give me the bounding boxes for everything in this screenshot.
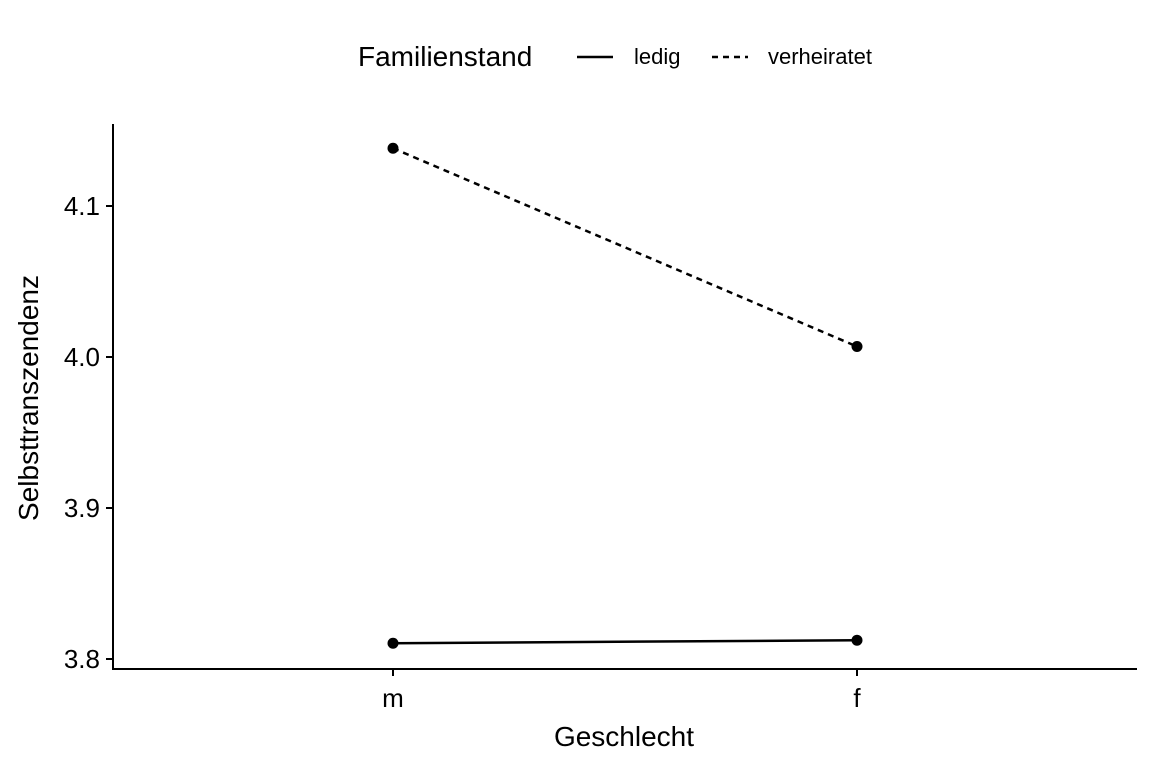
legend-title: Familienstand (358, 41, 532, 72)
legend: Familienstand ledig verheiratet (358, 41, 872, 72)
y-axis-title: Selbsttranszendenz (13, 275, 44, 521)
y-axis-ticks: 3.8 3.9 4.0 4.1 (64, 191, 113, 674)
data-point-verheiratet-f (851, 341, 863, 353)
y-tick-label: 4.1 (64, 191, 100, 221)
x-tick-label-f: f (853, 683, 861, 713)
series-line-verheiratet (392, 147, 858, 348)
x-axis-ticks: m f (382, 669, 861, 713)
x-axis-title: Geschlecht (554, 721, 694, 752)
plot-area (387, 142, 863, 649)
y-tick-label: 4.0 (64, 342, 100, 372)
legend-label-verheiratet: verheiratet (768, 44, 872, 69)
data-point-verheiratet-m (387, 142, 399, 154)
y-tick-label: 3.9 (64, 493, 100, 523)
y-tick-label: 3.8 (64, 644, 100, 674)
series-line-ledig (392, 638, 858, 645)
data-point-ledig-m (387, 637, 399, 649)
data-point-ledig-f (851, 634, 863, 646)
legend-label-ledig: ledig (634, 44, 680, 69)
x-tick-label-m: m (382, 683, 404, 713)
